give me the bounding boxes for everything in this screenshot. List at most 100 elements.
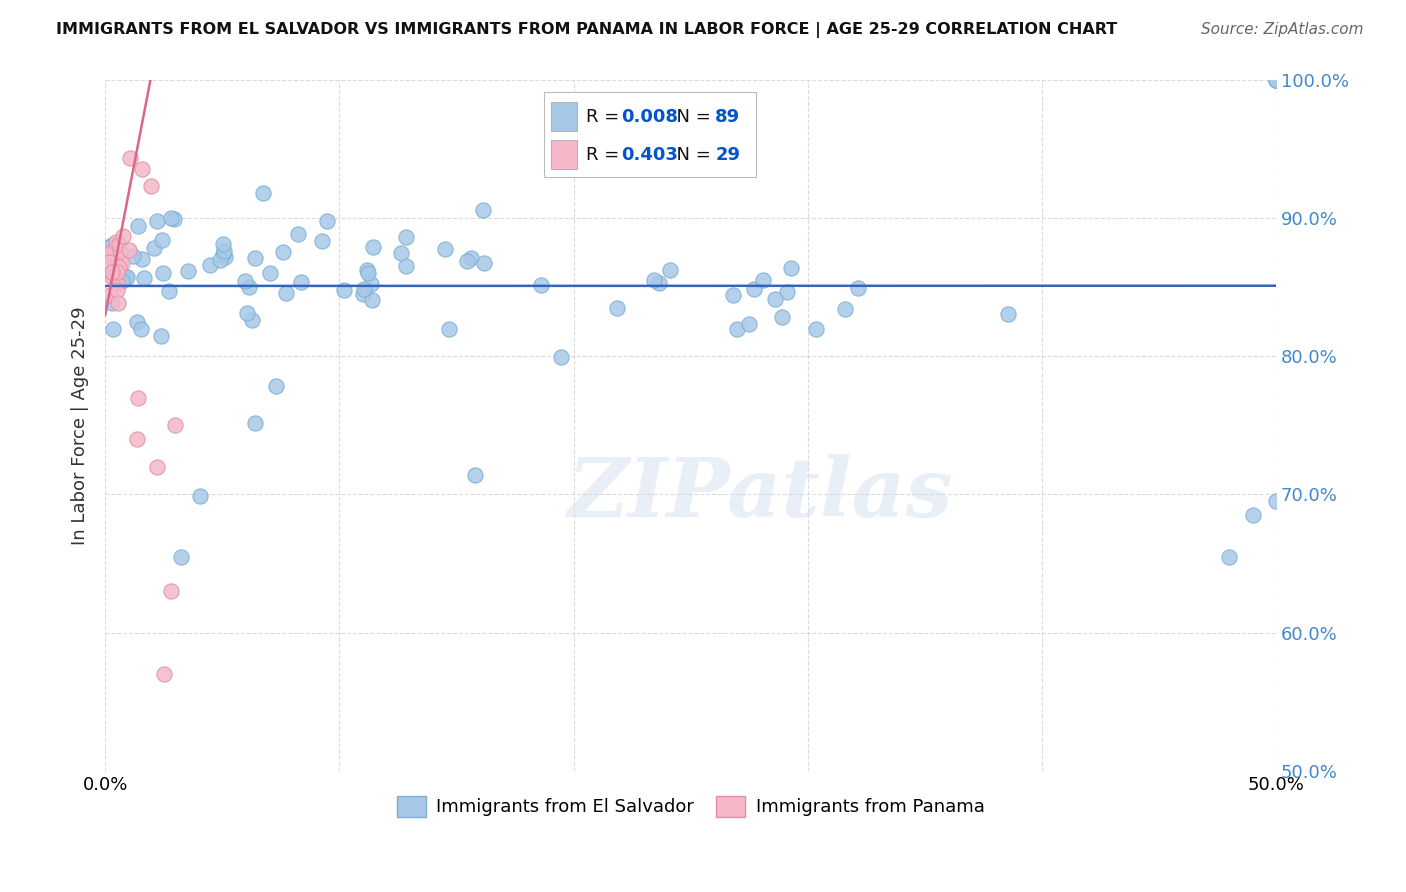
Point [238,280,260,294]
Point [259,266,281,280]
Point [643,273,665,287]
Text: N =: N = [665,108,716,126]
Text: 29: 29 [716,145,740,163]
Point [530,278,553,293]
Point [236,306,259,320]
Point [125,432,148,446]
Point [395,230,418,244]
Point [159,584,181,599]
Point [145,214,167,228]
Point [105,265,128,279]
Point [131,321,153,335]
Point [648,276,671,290]
Point [659,263,682,277]
Point [127,219,149,233]
Point [100,265,122,279]
Point [163,211,186,226]
Point [1241,508,1264,522]
Text: 0.403: 0.403 [621,145,678,163]
Point [208,253,231,268]
Point [145,459,167,474]
Point [105,276,128,290]
Point [233,274,256,288]
Point [360,277,382,291]
Legend: Immigrants from El Salvador, Immigrants from Panama: Immigrants from El Salvador, Immigrants … [389,789,991,824]
Point [471,203,494,218]
Point [101,270,124,285]
Point [271,244,294,259]
Point [1218,549,1240,564]
Text: IMMIGRANTS FROM EL SALVADOR VS IMMIGRANTS FROM PANAMA IN LABOR FORCE | AGE 25-29: IMMIGRANTS FROM EL SALVADOR VS IMMIGRANT… [56,22,1118,38]
Point [101,245,124,260]
Point [100,244,122,259]
Text: 0.008: 0.008 [621,108,679,126]
Point [212,247,235,261]
Point [763,292,786,306]
Point [439,321,461,335]
Point [198,258,221,272]
Point [846,281,869,295]
Point [211,236,233,251]
Point [834,302,856,317]
Point [122,249,145,263]
Point [105,235,128,249]
Point [356,263,378,277]
Point [212,244,235,258]
Point [108,237,131,252]
Point [152,266,174,280]
Point [333,283,356,297]
Point [159,211,181,225]
Point [395,259,418,273]
Point [131,161,153,176]
Point [1265,73,1288,87]
Point [352,286,374,301]
Point [114,270,136,285]
Point [252,186,274,200]
Point [389,246,412,260]
Point [170,549,193,564]
Y-axis label: In Labor Force | Age 25-29: In Labor Force | Age 25-29 [72,306,89,545]
Point [243,251,266,265]
Point [1265,73,1288,87]
Point [243,416,266,430]
Point [1265,73,1288,87]
Text: ZIPatlas: ZIPatlas [568,454,953,534]
Point [997,307,1019,321]
Point [108,260,131,275]
Point [214,250,236,264]
FancyBboxPatch shape [544,92,756,177]
Text: N =: N = [665,145,716,163]
Point [311,234,333,248]
Point [806,321,828,335]
Point [150,233,173,247]
Point [149,328,172,343]
Point [456,253,478,268]
Point [127,391,149,405]
Point [1265,494,1288,508]
Point [460,251,482,265]
Point [357,266,380,280]
Point [107,296,129,310]
Point [98,250,121,264]
Point [111,274,134,288]
Point [361,293,384,307]
Point [725,321,748,335]
Point [127,315,149,329]
Point [752,273,775,287]
Point [780,260,803,275]
Point [550,351,572,365]
Point [287,227,309,241]
Point [776,285,799,299]
Point [107,259,129,273]
Point [1265,73,1288,87]
Point [152,667,174,681]
Point [738,317,761,331]
Point [115,270,138,285]
Point [274,285,297,300]
Point [142,241,165,255]
Point [108,244,131,258]
Text: R =: R = [586,145,626,163]
Point [101,238,124,252]
Point [165,418,187,433]
Point [118,243,141,257]
